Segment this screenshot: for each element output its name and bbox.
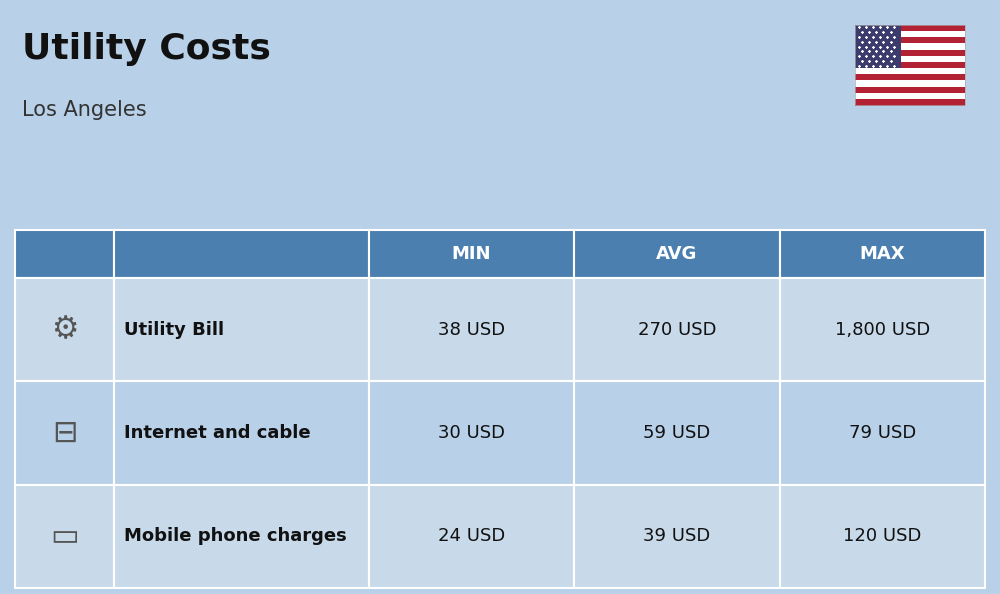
Bar <box>855 80 965 87</box>
Bar <box>780 230 985 278</box>
Text: MAX: MAX <box>859 245 905 263</box>
Text: ⚙: ⚙ <box>51 315 78 344</box>
Bar <box>369 230 574 278</box>
Text: 30 USD: 30 USD <box>438 424 505 442</box>
Text: ▭: ▭ <box>50 522 79 551</box>
Text: Utility Bill: Utility Bill <box>124 321 225 339</box>
Text: Internet and cable: Internet and cable <box>124 424 311 442</box>
Bar <box>855 62 965 68</box>
Bar <box>855 87 965 93</box>
Text: AVG: AVG <box>656 245 697 263</box>
Text: 79 USD: 79 USD <box>849 424 916 442</box>
Text: 270 USD: 270 USD <box>638 321 716 339</box>
Bar <box>855 25 965 31</box>
Bar <box>855 99 965 106</box>
Text: Los Angeles: Los Angeles <box>22 100 147 120</box>
Text: 59 USD: 59 USD <box>643 424 710 442</box>
Bar <box>574 230 780 278</box>
Text: 120 USD: 120 USD <box>843 527 921 545</box>
Bar <box>855 31 965 38</box>
Bar <box>855 74 965 81</box>
Text: Mobile phone charges: Mobile phone charges <box>124 527 347 545</box>
Bar <box>855 50 965 56</box>
Text: 39 USD: 39 USD <box>643 527 710 545</box>
Text: 24 USD: 24 USD <box>438 527 505 545</box>
Bar <box>15 230 114 278</box>
Bar <box>855 68 965 75</box>
Bar <box>855 37 965 44</box>
Bar <box>855 25 901 68</box>
Text: 1,800 USD: 1,800 USD <box>835 321 930 339</box>
Bar <box>855 43 965 50</box>
Bar <box>855 93 965 99</box>
Bar <box>114 230 369 278</box>
Text: 38 USD: 38 USD <box>438 321 505 339</box>
Text: MIN: MIN <box>452 245 491 263</box>
Bar <box>855 56 965 62</box>
Text: ⊟: ⊟ <box>52 419 77 447</box>
Text: Utility Costs: Utility Costs <box>22 32 271 66</box>
